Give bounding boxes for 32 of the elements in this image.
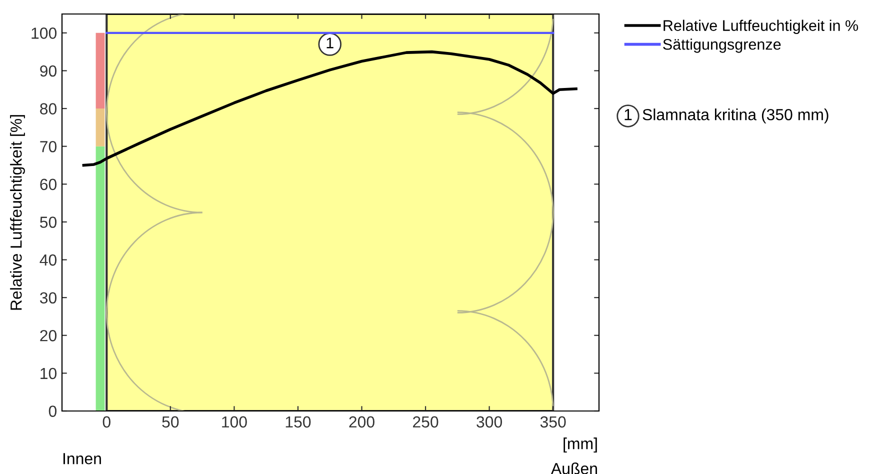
y-tick-label: 50 <box>40 216 57 228</box>
bar <box>96 146 105 411</box>
y-tick-label: 100 <box>32 28 57 39</box>
x-tick-label: 150 <box>286 416 311 428</box>
y-tick-label: 10 <box>40 368 57 380</box>
y-tick-label: 90 <box>40 65 57 77</box>
x-tick-label: 350 <box>540 416 566 428</box>
y-axis-title: Relative Luftfeuchtigkeit [%] <box>10 115 25 310</box>
line-series <box>82 50 578 167</box>
x-tick-label: 300 <box>476 416 502 428</box>
legend-label: Sättigungsgrenze <box>663 38 781 53</box>
y-tick-label: 80 <box>40 103 57 114</box>
legend-label: Relative Luftfeuchtigkeit in % <box>664 20 858 34</box>
text: 1 <box>624 109 632 120</box>
x-tick-label: 250 <box>413 416 438 428</box>
band-label: 1 <box>326 38 334 48</box>
bar <box>96 32 105 109</box>
y-tick-label: 30 <box>40 292 57 304</box>
x-tick-label: 50 <box>162 416 179 428</box>
y-tick-label: 20 <box>40 330 57 342</box>
bar <box>96 108 105 146</box>
y-tick-label: 40 <box>40 254 57 266</box>
x-axis-title: [mm] <box>564 438 597 452</box>
x-tick-label: 0 <box>102 416 110 428</box>
y-tick-label: 0 <box>48 406 57 417</box>
y-tick-label: 60 <box>40 178 57 190</box>
text: Slamnata kritina (350 mm) <box>642 108 828 124</box>
text: Innen <box>63 453 101 464</box>
x-tick-label: 200 <box>349 416 374 428</box>
x-tick-label: 100 <box>222 416 247 428</box>
y-tick-label: 70 <box>40 140 57 152</box>
text: Außen <box>550 462 597 474</box>
